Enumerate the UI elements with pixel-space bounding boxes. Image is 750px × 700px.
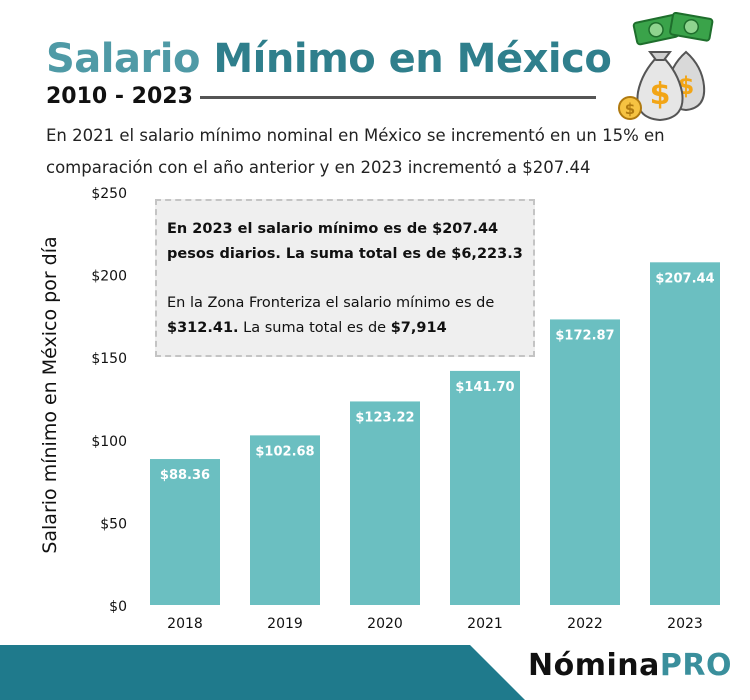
callout-line-2: En la Zona Fronteriza el salario mínimo … [167,291,523,341]
callout-line-2-suffix: La suma total es de [238,320,391,336]
callout-line-1: En 2023 el salario mínimo es de $207.44 … [167,221,523,262]
y-tick-label: $200 [91,269,127,285]
bar-data-label: $141.70 [455,380,514,395]
x-tick-label: 2021 [467,616,503,632]
bar [450,370,520,605]
x-tick-label: 2020 [367,616,403,632]
bar-data-label: $88.36 [160,468,210,483]
bar [250,435,320,605]
footer-band [0,645,525,700]
y-tick-label: $50 [100,516,127,532]
bars: $88.36 $102.68 $123.22 $141.70 $172.87 $207.4… [150,262,720,605]
x-tick-label: 2019 [267,616,303,632]
bar-data-label: $102.68 [255,444,314,459]
y-tick-label: $150 [91,351,127,367]
x-tick-label: 2022 [567,616,603,632]
description: En 2021 el salario mínimo nominal en Méx… [46,126,665,177]
bar-data-label: $172.87 [555,328,614,343]
title-part-1: Salario [46,36,200,82]
y-tick-label: $100 [91,434,127,450]
money-bag-icon: $ $ $ [618,12,714,122]
brand-name-part-1: Nómina [528,648,660,683]
info-callout: En 2023 el salario mínimo es de $207.44 … [155,199,535,357]
bar [650,262,720,605]
callout-line-2-prefix: En la Zona Fronteriza el salario mínimo … [167,295,495,311]
brand-name-part-2: PRO [659,648,732,683]
page-title: Salario Mínimo en México [46,36,612,82]
svg-text:$: $ [625,100,635,118]
bar-data-label: $123.22 [355,410,414,425]
bar [350,401,420,605]
bar-data-label: $207.44 [655,271,714,286]
bar [550,319,620,605]
brand-logo: NóminaPRO [528,648,732,683]
callout-border-wage: $312.41. [167,320,239,336]
x-tick-label: 2023 [667,616,703,632]
title-part-2: Mínimo en México [213,36,612,82]
svg-text:$: $ [650,77,671,112]
subtitle: 2010 - 2023 [46,84,193,109]
bar [150,459,220,605]
y-tick-label: $250 [91,186,127,202]
callout-border-total: $7,914 [390,320,447,336]
x-axis-ticks: 2018 2019 2020 2021 2022 2023 [167,616,703,632]
x-tick-label: 2018 [167,616,203,632]
title-divider [200,96,596,99]
y-axis-ticks: $0 $50 $100 $150 $200 $250 [91,186,127,615]
y-tick-label: $0 [109,599,127,615]
